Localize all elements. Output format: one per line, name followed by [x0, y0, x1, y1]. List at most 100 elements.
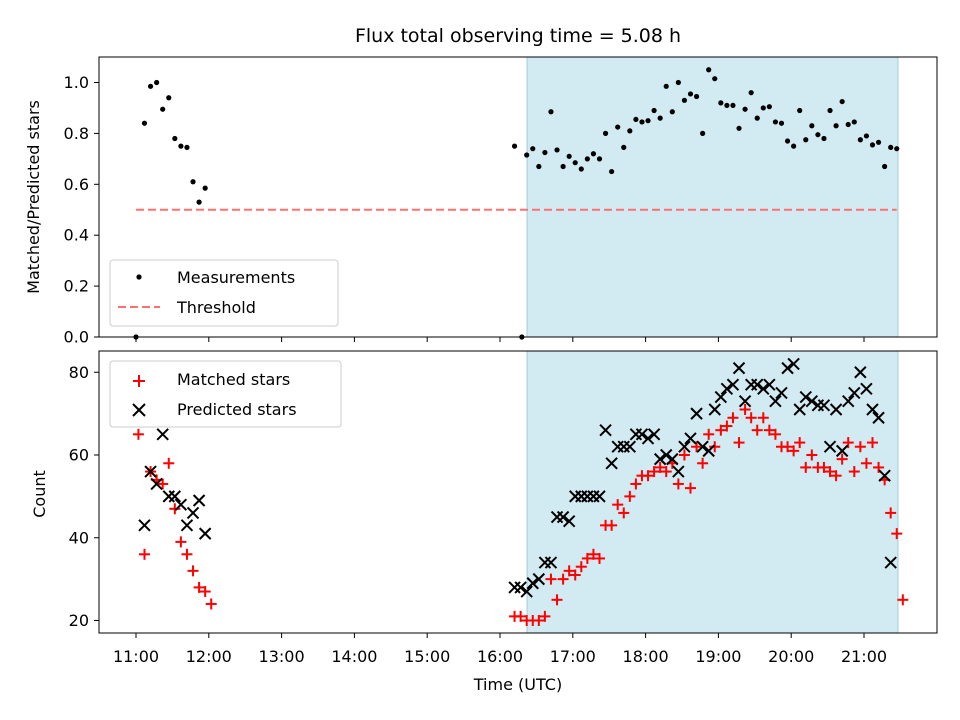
measurement-point [645, 118, 651, 124]
bottom-x-ticks: 11:00 12:00 13:00 14:00 15:00 16:00 17:00 18:00… [113, 633, 887, 666]
measurement-point [760, 105, 766, 111]
matched-star-point [769, 428, 781, 440]
predicted-star-point [198, 527, 212, 540]
measurement-point [882, 163, 888, 170]
measurement-point [651, 107, 657, 114]
matched-star-point [703, 428, 715, 440]
matched-star-point [606, 519, 618, 531]
predicted-star-point [150, 477, 163, 491]
measurement-point [178, 143, 184, 149]
predicted-star-point [641, 432, 655, 445]
bottom-legend-box [109, 360, 342, 428]
bottom-y-tick-label: 60 [69, 446, 89, 465]
predicted-star-point [562, 514, 576, 528]
matched-star-point [691, 441, 703, 453]
legend-label-threshold: Threshold [176, 298, 256, 317]
predicted-star-point [848, 386, 861, 400]
measurement-point [681, 97, 688, 103]
predicted-star-point [192, 494, 206, 507]
measurement-point [791, 143, 797, 149]
predicted-star-point [514, 581, 527, 594]
predicted-star-point [787, 357, 800, 371]
matched-star-point [757, 412, 769, 424]
matched-star-point [642, 470, 654, 482]
matched-star-point [751, 424, 763, 436]
matched-star-point [157, 478, 169, 490]
matched-star-point [648, 466, 660, 478]
measurement-point [147, 83, 154, 89]
predicted-star-point [842, 395, 855, 408]
matched-star-point [660, 466, 672, 478]
predicted-star-point [174, 498, 188, 511]
bottom-y-tick-label: 40 [69, 528, 89, 547]
measurement-point [742, 106, 748, 112]
top-highlight-span [526, 56, 899, 338]
predicted-star-point [781, 361, 794, 375]
measurement-point [845, 121, 851, 128]
measurement-point [190, 179, 196, 185]
measurement-point [669, 109, 675, 115]
predicted-star-point [793, 403, 806, 416]
matched-star-point [169, 503, 181, 515]
predicted-star-point [138, 519, 151, 532]
measurement-point [566, 153, 572, 159]
matched-star-point [697, 457, 709, 469]
matched-star-point [187, 565, 199, 577]
matched-star-point [782, 441, 794, 453]
matched-star-point [739, 403, 751, 415]
matched-star-point [175, 536, 187, 548]
predicted-star-point [878, 469, 891, 482]
measurement-point [621, 144, 627, 150]
matched-star-point [794, 437, 806, 449]
predicted-star-point [763, 378, 776, 391]
measurement-point [772, 119, 779, 125]
measurement-point [511, 143, 518, 149]
measurement-point [693, 93, 700, 100]
matched-star-point [727, 412, 739, 424]
measurement-point [202, 185, 208, 191]
measurement-point [536, 163, 542, 170]
predicted-star-point [726, 378, 740, 391]
measurement-point [141, 120, 148, 126]
measurement-point [839, 98, 845, 105]
predicted-star-point [835, 444, 849, 458]
matched-star-point [830, 470, 842, 482]
measurement-point [166, 95, 172, 101]
predicted-star-point [757, 382, 770, 396]
measurement-point [590, 151, 597, 157]
x-tick-label: 15:00 [404, 647, 450, 666]
measurement-point [184, 144, 190, 150]
matched-star-point [539, 610, 551, 622]
matched-star-point [654, 461, 666, 473]
matched-star-point [897, 594, 909, 606]
measurement-point [627, 128, 633, 134]
predicted-star-point [144, 465, 157, 478]
measurement-point [160, 106, 166, 112]
matched-star-point [545, 573, 557, 585]
measurement-point [615, 124, 621, 130]
legend-label-matched-stars: Matched stars [177, 370, 290, 389]
predicted-star-point [532, 572, 546, 586]
measurement-point [687, 91, 694, 97]
measurement-point [857, 137, 863, 143]
x-tick-label: 20:00 [768, 647, 814, 666]
predicted-star-point [805, 395, 819, 408]
matched-star-point [551, 594, 563, 606]
measurement-point [560, 163, 566, 170]
matched-star-point [618, 507, 630, 519]
predicted-star-point [660, 448, 673, 462]
matched-star-point [842, 437, 854, 449]
x-tick-label: 13:00 [259, 647, 305, 666]
measurement-point [609, 168, 615, 175]
x-axis-label: Time (UTC) [473, 675, 562, 694]
measurement-point [894, 146, 900, 152]
measurement-point [888, 144, 894, 150]
matched-star-point [885, 507, 897, 519]
predicted-star-point [708, 403, 721, 416]
predicted-star-point [817, 399, 831, 412]
matched-star-point [836, 453, 848, 465]
matched-star-point [848, 466, 860, 478]
measurement-point [633, 116, 639, 123]
measurement-point [196, 199, 202, 205]
matched-star-point [891, 528, 903, 540]
